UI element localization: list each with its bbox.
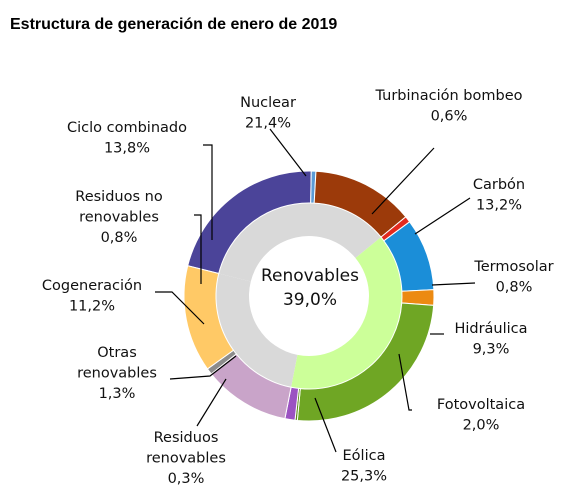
leader-fotovoltaica <box>398 353 412 411</box>
leader-otras-renovables <box>169 355 237 380</box>
label-ciclo-combinado: Ciclo combinado 13,8% <box>67 120 187 157</box>
label-carbon: Carbón 13,2% <box>473 177 525 214</box>
leader-termosolar <box>431 282 476 286</box>
label-cogeneracion: Cogeneración 11,2% <box>42 278 142 315</box>
center-label-name: Renovables <box>261 266 359 286</box>
leader-cogeneracion <box>155 291 205 325</box>
outer-ring <box>183 170 435 422</box>
label-hidraulica: Hidráulica 9,3% <box>454 321 527 358</box>
leader-lines <box>155 128 476 453</box>
label-eolica: Eólica 25,3% <box>341 448 387 485</box>
inner-slice-no-renovables <box>216 273 298 388</box>
label-termosolar: Termosolar 0,8% <box>473 259 553 296</box>
leader-turbinacion-bombeo <box>371 147 435 215</box>
leader-nuclear <box>269 128 307 177</box>
leader-eolica <box>314 397 337 453</box>
label-fotovoltaica: Fotovoltaica 2,0% <box>437 397 525 434</box>
chart-title: Estructura de generación de enero de 201… <box>10 16 338 33</box>
label-residuos-renovables: Residuos renovables 0,3% <box>146 430 226 487</box>
label-turbinacion-bombeo: Turbinación bombeo 0,6% <box>375 88 523 125</box>
inner-ring <box>216 202 403 390</box>
slice-labels: Nuclear 21,4% Turbinación bombeo 0,6% Carbón… <box>42 88 554 487</box>
leader-carbon <box>414 197 471 235</box>
leader-ciclo-combinado <box>203 144 213 240</box>
slice-ciclo-combinado <box>183 265 235 370</box>
inner-slice-no-renovables <box>218 202 381 282</box>
leader-residuos-renovables <box>196 378 227 427</box>
leader-residuos-no-renovables <box>194 214 202 284</box>
label-residuos-no-renovables: Residuos no renovables 0,8% <box>75 189 163 246</box>
center-label-value: 39,0% <box>283 290 337 310</box>
inner-slice-renovables <box>291 237 403 390</box>
label-nuclear: Nuclear 21,4% <box>240 95 296 132</box>
label-otras-renovables: Otras renovables 1,3% <box>77 345 157 402</box>
